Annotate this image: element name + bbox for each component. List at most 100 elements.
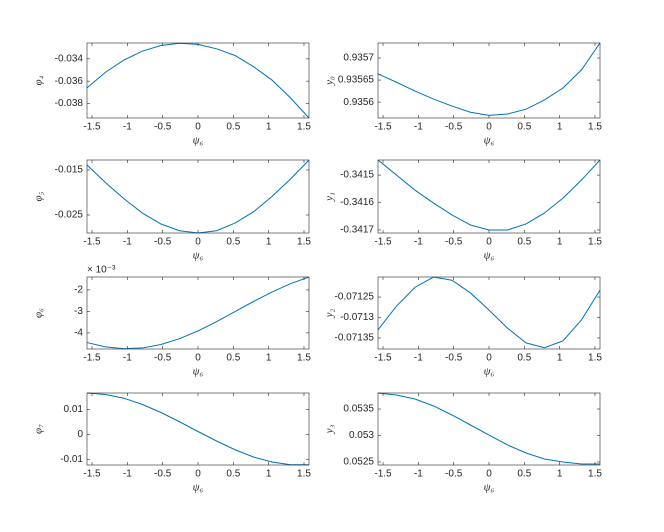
x-tick-label: -1.5 xyxy=(83,122,101,133)
x-tick-label: 1 xyxy=(266,469,272,480)
x-tick-label: 1 xyxy=(266,353,272,364)
x-tick-label: -0.5 xyxy=(445,237,463,248)
x-tick-label: -0.5 xyxy=(445,353,463,364)
y-tick-label: -0.034 xyxy=(55,53,84,64)
x-tick-label: 1.5 xyxy=(297,122,311,133)
x-tick-label: 1 xyxy=(557,122,563,133)
y-tick-label: -0.07125 xyxy=(335,292,375,303)
y-tick-label: -2 xyxy=(74,285,83,296)
y-tick-label: 0.053 xyxy=(349,430,374,441)
x-tick-label: 0.5 xyxy=(226,469,240,480)
y-tick-label: 0.9356 xyxy=(343,97,374,108)
x-tick-label: -0.5 xyxy=(154,237,172,248)
data-line xyxy=(377,159,601,231)
x-tick-label: 0 xyxy=(195,353,201,364)
y-axis-label: φ₄ xyxy=(33,75,45,85)
x-tick-label: -1.5 xyxy=(374,353,392,364)
x-tick-label: -1.5 xyxy=(374,122,392,133)
y-tick-label: -0.07135 xyxy=(335,333,375,344)
x-tick-label: -1.5 xyxy=(83,469,101,480)
y-axis-label: φ₅ xyxy=(33,191,45,201)
x-tick-label: 0.5 xyxy=(517,122,531,133)
x-tick-label: 1 xyxy=(266,122,272,133)
x-tick-label: 1.5 xyxy=(588,353,602,364)
x-tick-label: 1.5 xyxy=(588,469,602,480)
exponent-label: × 10⁻³ xyxy=(87,265,116,276)
axes-box xyxy=(378,160,600,233)
axes-box xyxy=(87,393,309,465)
axes-box xyxy=(378,393,600,465)
y-tick-label: -0.3416 xyxy=(340,197,374,208)
y-tick-label: -0.036 xyxy=(55,76,84,87)
x-axis-label: ψ₆ xyxy=(193,366,204,378)
x-tick-label: -0.5 xyxy=(154,122,172,133)
y-tick-label: -0.015 xyxy=(55,165,84,176)
x-tick-label: 0.5 xyxy=(226,353,240,364)
x-tick-label: -1.5 xyxy=(374,237,392,248)
data-line xyxy=(377,392,600,465)
axes-box xyxy=(87,160,309,233)
y-tick-label: -0.038 xyxy=(55,98,84,109)
x-tick-label: 0.5 xyxy=(517,469,531,480)
x-tick-label: 1 xyxy=(557,353,563,364)
x-tick-label: 0 xyxy=(486,122,492,133)
x-axis-label: ψ₆ xyxy=(484,366,495,378)
x-tick-label: 0 xyxy=(486,469,492,480)
x-tick-label: 1 xyxy=(557,469,563,480)
x-tick-label: 0 xyxy=(486,353,492,364)
y-tick-label: -0.3417 xyxy=(340,225,374,236)
y-axis-label: y₂ xyxy=(324,308,336,318)
x-tick-label: -1 xyxy=(414,122,423,133)
x-tick-label: -1 xyxy=(123,353,132,364)
x-tick-label: 0 xyxy=(486,237,492,248)
x-tick-label: -1 xyxy=(414,353,423,364)
x-tick-label: 0 xyxy=(195,469,201,480)
y-axis-label: φ₆ xyxy=(33,308,45,318)
y-tick-label: -0.3415 xyxy=(340,170,374,181)
x-tick-label: -0.5 xyxy=(154,469,172,480)
y-tick-label: 0 xyxy=(77,429,83,440)
x-tick-label: -1 xyxy=(414,237,423,248)
y-tick-label: -0.0713 xyxy=(340,312,374,323)
x-tick-label: 0.5 xyxy=(517,353,531,364)
x-tick-label: -1.5 xyxy=(374,469,392,480)
axes-box xyxy=(378,277,600,349)
x-tick-label: -0.5 xyxy=(445,469,463,480)
x-tick-label: -1 xyxy=(123,469,132,480)
data-line xyxy=(377,276,601,349)
y-axis-label: y₃ xyxy=(324,424,336,434)
x-axis-label: ψ₆ xyxy=(484,135,495,147)
x-tick-label: 1 xyxy=(557,237,563,248)
x-tick-label: -0.5 xyxy=(154,353,172,364)
x-tick-label: 1.5 xyxy=(588,237,602,248)
x-tick-label: 1.5 xyxy=(297,469,311,480)
x-tick-label: -1.5 xyxy=(83,353,101,364)
y-tick-label: 0.9357 xyxy=(343,53,374,64)
y-tick-label: 0.01 xyxy=(64,404,84,415)
y-tick-label: 0.0535 xyxy=(343,404,374,415)
y-axis-label: y₁ xyxy=(324,192,336,202)
x-axis-label: ψ₆ xyxy=(193,135,204,147)
y-tick-label: -4 xyxy=(74,328,83,339)
axes-box xyxy=(87,277,309,349)
x-tick-label: 1.5 xyxy=(297,353,311,364)
x-tick-label: 0 xyxy=(195,237,201,248)
y-tick-label: -0.025 xyxy=(55,210,84,221)
y-tick-label: -3 xyxy=(74,306,83,317)
x-tick-label: -1.5 xyxy=(83,237,101,248)
x-axis-label: ψ₆ xyxy=(193,250,204,262)
data-line xyxy=(86,392,309,466)
x-axis-label: ψ₆ xyxy=(484,250,495,262)
y-tick-label: -0.01 xyxy=(60,454,83,465)
x-tick-label: 0.5 xyxy=(226,122,240,133)
x-axis-label: ψ₆ xyxy=(193,482,204,494)
axes-box xyxy=(378,43,600,118)
x-tick-label: 0.5 xyxy=(226,237,240,248)
x-tick-label: -1 xyxy=(123,237,132,248)
x-axis-label: ψ₆ xyxy=(484,482,495,494)
y-axis-label: y₀ xyxy=(324,76,336,86)
x-tick-label: -1 xyxy=(123,122,132,133)
y-tick-label: 0.93565 xyxy=(338,75,375,86)
x-tick-label: 0.5 xyxy=(517,237,531,248)
